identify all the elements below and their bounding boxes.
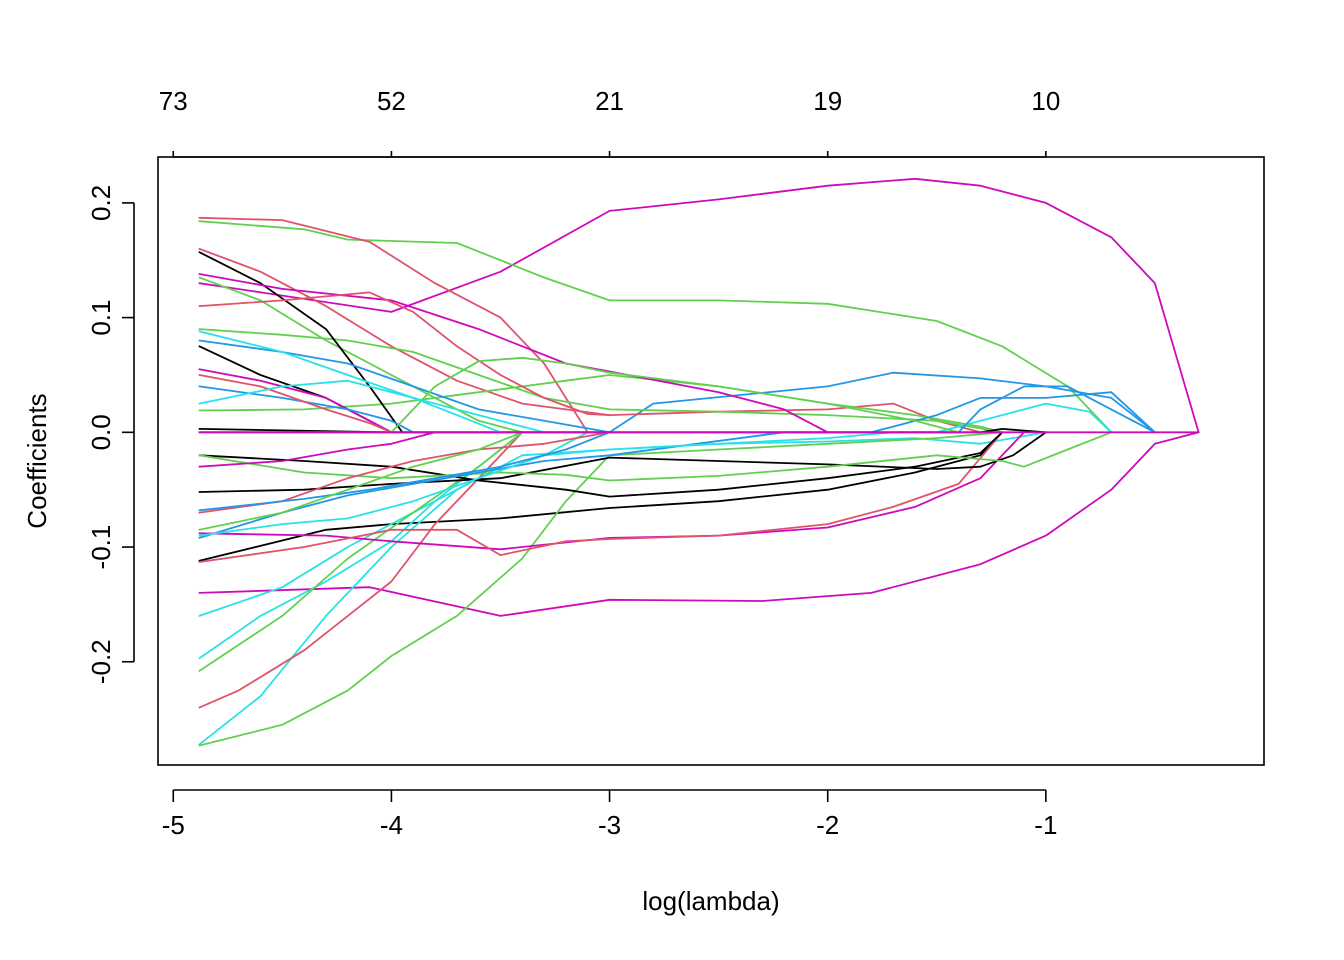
top-tick-label: 19 bbox=[813, 86, 842, 116]
coefficient-path-40 bbox=[198, 379, 502, 434]
x-tick-label: -3 bbox=[598, 810, 621, 840]
coefficient-path-21 bbox=[198, 328, 1004, 434]
coefficient-path-23 bbox=[198, 251, 404, 434]
coefficient-path-31 bbox=[198, 402, 1113, 537]
y-tick-label: 0.0 bbox=[86, 414, 116, 450]
coefficient-path-4 bbox=[198, 216, 589, 434]
coefficient-path-15 bbox=[198, 431, 1004, 498]
y-axis-label: Coefficients bbox=[22, 393, 52, 528]
coefficient-path-6 bbox=[198, 431, 1004, 562]
x-tick-label: -4 bbox=[380, 810, 403, 840]
coefficient-path-10 bbox=[198, 431, 524, 660]
coefficient-path-9 bbox=[198, 431, 524, 709]
y-tick-label: 0.1 bbox=[86, 300, 116, 336]
coefficient-path-28 bbox=[198, 368, 393, 434]
top-tick-label: 21 bbox=[595, 86, 624, 116]
coefficient-path-19 bbox=[198, 374, 1004, 434]
coefficient-path-14 bbox=[198, 431, 1004, 563]
coefficient-path-17 bbox=[198, 431, 1113, 482]
top-tick-label: 52 bbox=[377, 86, 406, 116]
y-tick-label: -0.1 bbox=[86, 525, 116, 570]
left-axis: -0.2 -0.1 0.0 0.1 0.2 bbox=[86, 185, 135, 684]
coefficient-path-1 bbox=[198, 177, 1200, 434]
coefficient-path-32 bbox=[198, 431, 611, 514]
coefficient-path-20 bbox=[198, 276, 524, 434]
coefficient-path-2 bbox=[198, 431, 1200, 617]
coefficient-path-38 bbox=[198, 431, 436, 468]
coefficient-paths bbox=[198, 177, 1200, 747]
bottom-axis: -5 -4 -3 -2 -1 bbox=[162, 789, 1057, 840]
coefficient-path-30 bbox=[198, 391, 1156, 539]
y-tick-label: 0.2 bbox=[86, 185, 116, 221]
coefficient-path-18 bbox=[198, 247, 982, 434]
top-tick-label: 73 bbox=[159, 86, 188, 116]
x-axis-label: log(lambda) bbox=[642, 886, 779, 916]
coefficient-path-16 bbox=[198, 431, 1047, 493]
coefficient-path-3 bbox=[198, 220, 1113, 434]
y-tick-label: -0.2 bbox=[86, 639, 116, 684]
top-axis: 73 52 21 19 10 bbox=[159, 86, 1060, 158]
coefficient-path-27 bbox=[198, 291, 611, 416]
x-tick-label: -1 bbox=[1034, 810, 1057, 840]
coefficient-path-8 bbox=[198, 431, 1004, 747]
coefficient-path-33 bbox=[198, 431, 611, 512]
x-tick-label: -2 bbox=[816, 810, 839, 840]
coefficient-path-12 bbox=[198, 431, 524, 672]
x-tick-label: -5 bbox=[162, 810, 185, 840]
coefficient-path-34 bbox=[198, 431, 524, 531]
coefficient-path-26 bbox=[198, 330, 545, 434]
coefficient-path-39 bbox=[198, 374, 393, 434]
top-tick-label: 10 bbox=[1031, 86, 1060, 116]
